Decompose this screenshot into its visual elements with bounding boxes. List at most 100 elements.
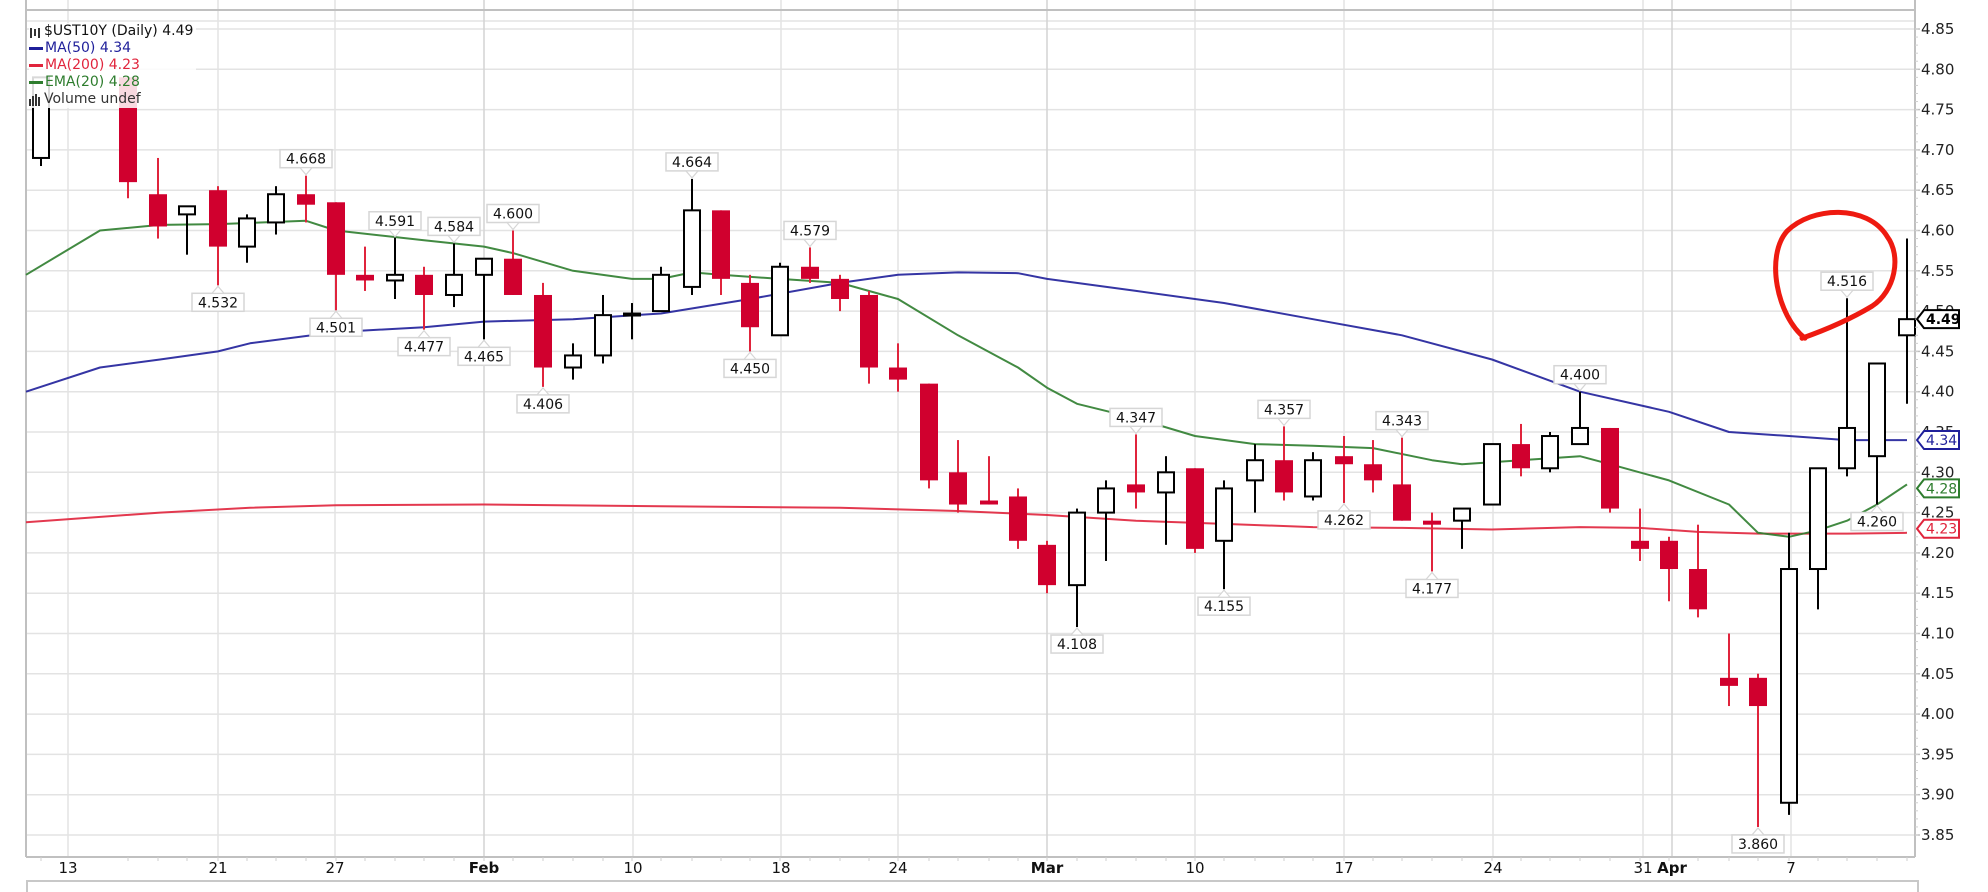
x-axis: 13 21 27 Feb 10 18 24 Mar 10 17 24 31 Apr 7 [40, 857, 1908, 877]
candle-down [209, 186, 227, 286]
candle-body [267, 193, 285, 224]
value-callout: 4.347 [1109, 407, 1163, 435]
candle-down [1127, 434, 1145, 509]
x-tick-label: 17 [1334, 859, 1353, 877]
candle-down [297, 175, 315, 223]
y-axis: 4.854.804.754.704.654.604.554.504.454.40… [1915, 20, 1954, 844]
candle-down [980, 456, 998, 505]
legend-ma50: MA(50) 4.34 [29, 40, 193, 57]
candle-down [327, 202, 345, 311]
callout-text: 4.406 [523, 397, 563, 413]
y-tick-label: 4.20 [1921, 544, 1954, 562]
callout-text: 4.400 [1560, 368, 1600, 384]
value-callout: 4.406 [516, 386, 570, 414]
candle-body [860, 294, 878, 368]
value-callout: 4.357 [1257, 399, 1311, 427]
callout-text: 4.465 [464, 349, 504, 365]
y-tick-label: 4.05 [1921, 665, 1954, 683]
y-tick-label: 3.95 [1921, 745, 1954, 763]
candle-up [1453, 507, 1471, 549]
candle-down [1631, 508, 1649, 561]
candle-body [238, 217, 256, 248]
callout-text: 4.347 [1116, 410, 1156, 426]
candle-body [623, 312, 641, 317]
value-callout: 4.516 [1820, 271, 1874, 299]
candle-body [1631, 540, 1649, 549]
candle-body [1215, 487, 1233, 542]
candle-body [1097, 487, 1115, 514]
y-tick-label: 4.30 [1921, 463, 1954, 481]
ema20-polyline [25, 219, 1908, 538]
legend-title-row: $UST10Y (Daily) 4.49 [29, 23, 193, 40]
candle-up [1304, 452, 1322, 501]
callout-pointer [387, 229, 403, 238]
annotation-circle [1773, 209, 1898, 341]
y-tick-label: 4.40 [1921, 383, 1954, 401]
candle-body [1038, 544, 1056, 586]
candle-up [564, 343, 582, 380]
y-tick-label: 3.85 [1921, 826, 1954, 844]
candle-down [504, 230, 522, 295]
candle-body [1364, 464, 1382, 481]
candle-body [209, 190, 227, 247]
callout-pointer [210, 285, 226, 294]
x-tick-label: Feb [469, 859, 500, 877]
callout-text: 4.516 [1827, 274, 1867, 290]
price-tag-box [1915, 430, 1960, 451]
callout-pointer [328, 310, 344, 319]
candle-down [1689, 524, 1707, 618]
callout-text: 3.860 [1738, 837, 1778, 853]
y-tick-label: 4.25 [1921, 504, 1954, 522]
x-tick-label: Apr [1657, 859, 1687, 877]
candle-down [831, 274, 849, 312]
candle-body [327, 202, 345, 275]
candle-body [297, 194, 315, 205]
candle-body [594, 314, 612, 357]
candle-down [1186, 468, 1204, 553]
price-tag: 4.34 [1915, 430, 1960, 451]
value-callout: 4.108 [1050, 627, 1104, 654]
candle-body [1838, 426, 1856, 470]
lower-panel-edge [26, 880, 1919, 892]
candle-up [238, 214, 256, 263]
candle-down [1393, 437, 1411, 521]
value-callout: 4.450 [723, 351, 777, 379]
candle-up [178, 205, 196, 255]
price-tag-box [1915, 478, 1960, 499]
candle-body [1335, 456, 1353, 465]
candle-body [564, 354, 582, 369]
candle-body [771, 265, 789, 337]
ma200-polyline [25, 503, 1908, 535]
candle-up [1215, 480, 1233, 590]
candle-body [1186, 468, 1204, 549]
candle-body [980, 500, 998, 505]
x-tick-label: 24 [1483, 859, 1502, 877]
callout-text: 4.260 [1857, 515, 1897, 531]
candle-up [386, 237, 404, 300]
candle-down [860, 290, 878, 384]
x-tick-label: Mar [1031, 859, 1064, 877]
callout-text: 4.155 [1204, 599, 1244, 615]
candle-down [356, 246, 374, 291]
axis-price-tags: 4.49 4.34 4.28 4.23 [1915, 309, 1961, 539]
candle-up [445, 243, 463, 308]
candle-body [1720, 677, 1738, 686]
candle-body [1780, 568, 1798, 804]
candle-down [415, 266, 433, 330]
y-tick-label: 4.10 [1921, 625, 1954, 643]
candle-up [1157, 456, 1175, 545]
callout-text: 4.501 [316, 320, 356, 336]
candle-body [1275, 460, 1293, 493]
candle-body [1660, 540, 1678, 570]
callout-pointer [476, 339, 492, 348]
candle-down [741, 274, 759, 352]
candle-down [1512, 423, 1530, 477]
candle-down [1423, 512, 1441, 572]
candle-down [1009, 488, 1027, 549]
legend-volume: Volume undef [29, 91, 193, 108]
value-callout: 4.477 [397, 329, 451, 357]
y-tick-label: 3.90 [1921, 786, 1954, 804]
red-circle-annotation [1773, 209, 1898, 341]
callout-pointer [1572, 383, 1588, 392]
candle-up [652, 266, 670, 313]
